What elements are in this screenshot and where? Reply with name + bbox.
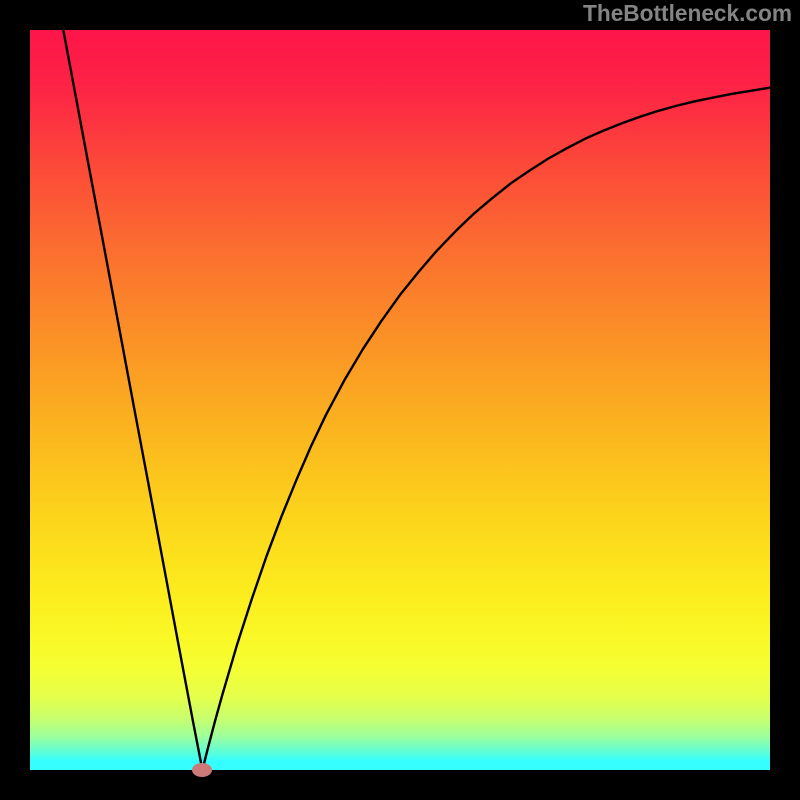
optimal-point-marker: [192, 763, 212, 777]
chart-frame: TheBottleneck.com: [0, 0, 800, 800]
bottleneck-curve-path: [63, 30, 770, 770]
plot-area: [30, 30, 770, 770]
watermark-text: TheBottleneck.com: [583, 0, 792, 27]
bottleneck-curve: [30, 30, 770, 770]
